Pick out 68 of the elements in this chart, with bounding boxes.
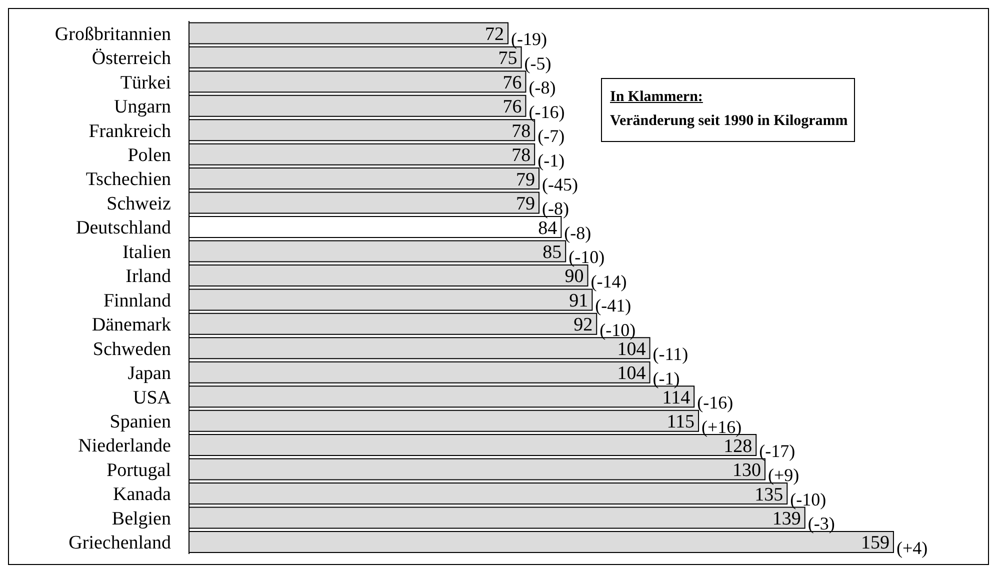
- data-label: 104: [617, 363, 646, 384]
- y-tick-label: Polen: [128, 144, 172, 166]
- annotation: (-7): [538, 126, 565, 146]
- y-tick-label: Türkei: [120, 72, 171, 94]
- data-label: 72: [485, 24, 504, 45]
- annotation: (-19): [511, 29, 547, 50]
- data-label: 79: [516, 194, 536, 215]
- y-tick-label: Irland: [126, 266, 172, 288]
- y-tick-label: Kanada: [112, 484, 172, 506]
- annotation: (-16): [697, 392, 734, 413]
- y-tick-label: Griechenland: [68, 532, 172, 554]
- y-tick-label: Italien: [122, 242, 172, 263]
- data-label: 128: [724, 436, 752, 457]
- data-label: 104: [617, 338, 646, 360]
- y-tick-label: Portugal: [106, 460, 171, 481]
- data-label: 84: [538, 218, 558, 239]
- annotation: (+9): [768, 465, 800, 486]
- annotation: (-1): [538, 150, 565, 170]
- annotation: (-10): [568, 247, 605, 268]
- annotation: (-10): [790, 489, 826, 510]
- data-label: 79: [516, 169, 536, 190]
- annotation: (-1): [652, 368, 680, 388]
- annotation: (-14): [590, 271, 627, 292]
- data-label: 115: [666, 412, 695, 433]
- annotation: (-8): [528, 78, 556, 98]
- y-tick-label: Niederlande: [78, 436, 171, 457]
- y-tick-label: Großbritannien: [54, 24, 172, 45]
- data-label: 76: [502, 72, 522, 94]
- data-label: 90: [564, 266, 584, 288]
- annotation: In Klammern:: [610, 88, 704, 107]
- data-label: 78: [512, 120, 531, 142]
- data-label: 78: [512, 145, 531, 166]
- data-label: 114: [662, 387, 691, 408]
- y-tick-label: Österreich: [92, 48, 172, 70]
- y-tick-label: Tschechien: [86, 169, 172, 190]
- annotation: (-17): [759, 440, 796, 461]
- annotation: (-16): [528, 102, 565, 122]
- y-tick-label: Deutschland: [76, 218, 172, 239]
- data-label: 85: [542, 242, 562, 263]
- y-tick-label: Belgien: [112, 508, 172, 530]
- annotation: (+4): [896, 538, 928, 558]
- annotation: (-45): [542, 174, 578, 194]
- data-label: 91: [569, 290, 588, 312]
- data-label: 130: [732, 460, 761, 482]
- annotation: (-11): [652, 344, 688, 364]
- annotation: (-5): [524, 53, 552, 74]
- annotation: (-3): [808, 514, 835, 534]
- data-label: 139: [772, 508, 801, 530]
- y-tick-label: Schweden: [92, 338, 172, 360]
- y-tick-label: Schweiz: [106, 193, 171, 214]
- annotation: (-8): [542, 198, 570, 219]
- data-label: 75: [498, 48, 518, 70]
- y-tick-label: Ungarn: [114, 96, 172, 118]
- y-tick-label: Frankreich: [88, 120, 172, 142]
- y-tick-label: USA: [132, 387, 172, 408]
- annotation: (+16): [702, 416, 742, 437]
- y-tick-label: Finnland: [103, 290, 172, 312]
- annotation: (-10): [600, 320, 636, 340]
- data-label: 92: [574, 314, 593, 336]
- annotation: (-41): [595, 296, 632, 316]
- data-label: 159: [860, 532, 890, 554]
- y-tick-label: Japan: [128, 363, 172, 384]
- y-tick-label: Spanien: [110, 411, 172, 432]
- data-label: 76: [502, 96, 522, 118]
- annotation: (-8): [564, 222, 592, 243]
- annotation: Veränderung seit 1990 in Kilogramm: [610, 112, 848, 131]
- data-label: 135: [754, 484, 784, 506]
- y-tick-label: Dänemark: [92, 314, 172, 336]
